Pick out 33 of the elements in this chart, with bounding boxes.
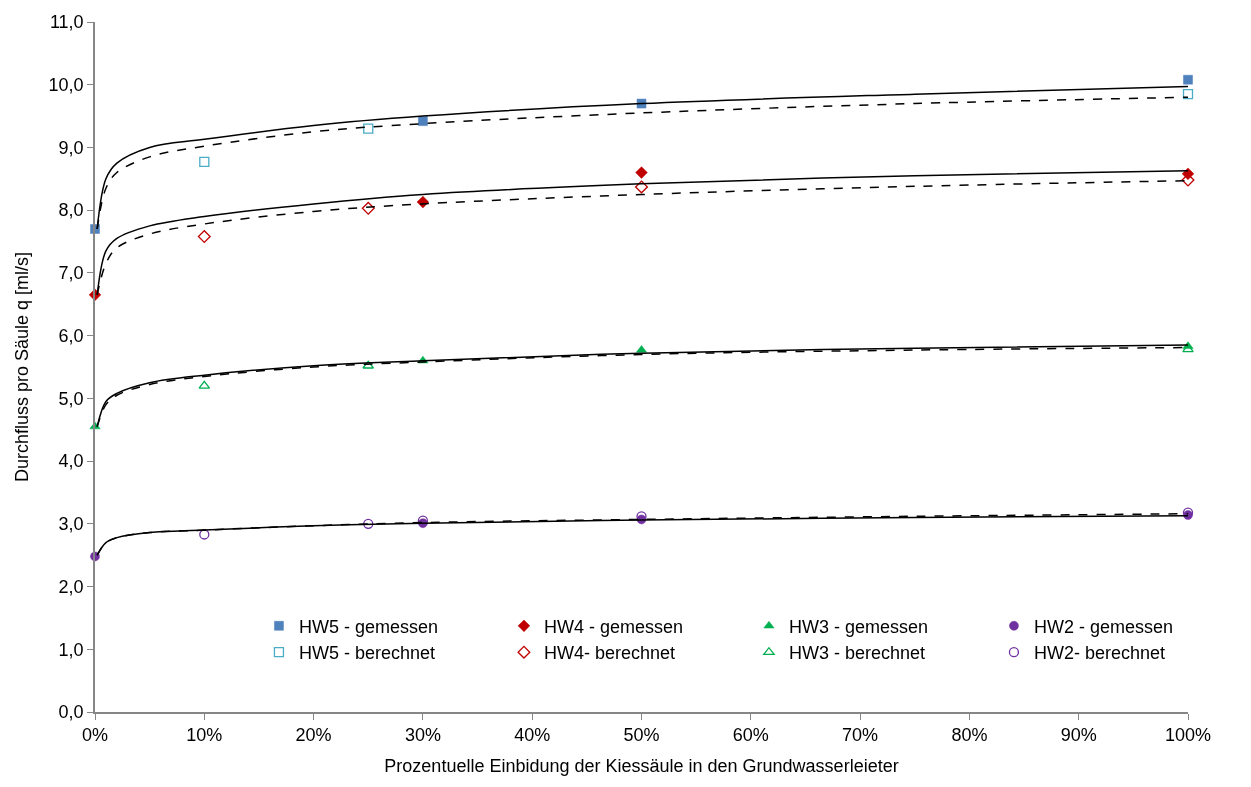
y-tick-label: 1,0 xyxy=(58,639,84,660)
y-tick-label: 2,0 xyxy=(58,576,84,597)
legend-label: HW3 - gemessen xyxy=(788,616,928,637)
x-tick-label: 100% xyxy=(1164,725,1212,746)
y-tick-label: 7,0 xyxy=(58,263,84,284)
y-tick-label: 9,0 xyxy=(58,137,84,158)
y-tick-label: 4,0 xyxy=(58,451,84,472)
y-tick-label: 6,0 xyxy=(58,325,84,346)
x-tick-label: 60% xyxy=(732,725,769,746)
y-tick-label: 5,0 xyxy=(58,388,84,409)
legend-label: HW3 - berechnet xyxy=(788,643,926,664)
y-axis-title: Durchfluss pro Säule q [ml/s] xyxy=(12,251,33,483)
x-tick-label: 40% xyxy=(514,725,551,746)
x-tick-label: 90% xyxy=(1060,725,1097,746)
x-tick-label: 50% xyxy=(623,725,660,746)
y-tick-label: 10,0 xyxy=(48,75,84,96)
y-tick-label: 3,0 xyxy=(58,514,84,535)
x-tick-label: 70% xyxy=(842,725,879,746)
x-tick-label: 0% xyxy=(81,725,109,746)
legend-label: HW2- berechnet xyxy=(1033,643,1166,664)
legend-label: HW5 - gemessen xyxy=(298,616,438,637)
x-tick-label: 10% xyxy=(186,725,223,746)
x-axis-title: Prozentuelle Einbidung der Kiessäule in den Grundwasserleieter xyxy=(384,755,899,776)
x-tick-label: 20% xyxy=(295,725,332,746)
legend-label: HW4- berechnet xyxy=(543,643,676,664)
y-tick-label: 8,0 xyxy=(58,200,84,221)
y-tick-label: 11,0 xyxy=(49,12,84,33)
x-tick-label: 30% xyxy=(404,725,441,746)
legend-label: HW2 - gemessen xyxy=(1033,616,1173,637)
y-tick-label: 0,0 xyxy=(58,702,84,723)
x-tick-label: 80% xyxy=(951,725,988,746)
legend-label: HW4 - gemessen xyxy=(543,616,683,637)
legend-label: HW5 - berechnet xyxy=(298,643,436,664)
